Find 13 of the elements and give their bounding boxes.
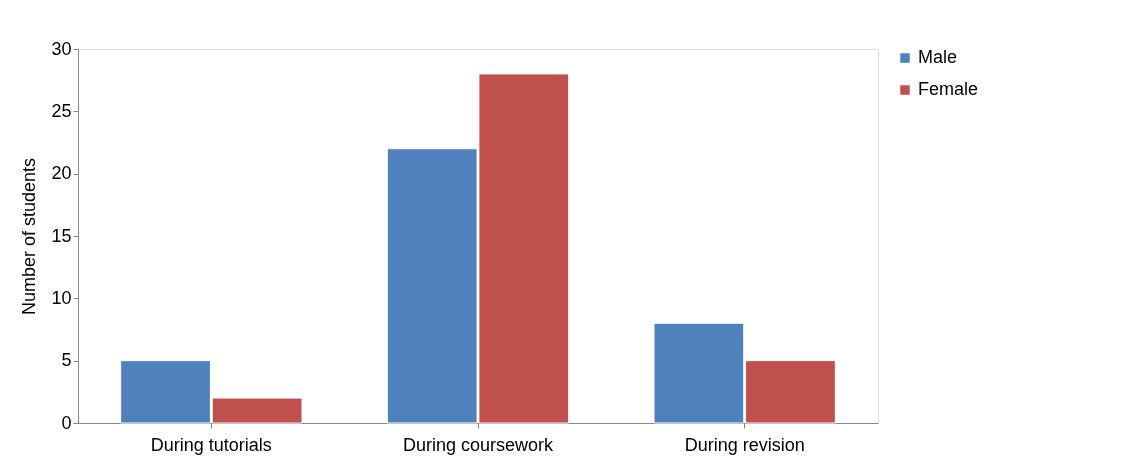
x-tick-label: During coursework (402, 434, 555, 455)
y-tick-label: 0 (61, 412, 72, 433)
y-tick-label: 20 (51, 163, 72, 184)
x-tick-label: During tutorials (150, 434, 272, 455)
legend-label: Female (918, 79, 979, 99)
legend-label: Male (918, 47, 958, 67)
y-tick-label: 5 (61, 350, 72, 371)
y-tick-label: 30 (51, 38, 72, 59)
x-tick-label: During revision (684, 434, 805, 455)
y-tick-label: 25 (51, 100, 72, 121)
y-tick-label: 15 (51, 225, 72, 246)
y-axis-title: Number of students (19, 157, 40, 316)
y-tick-label: 10 (51, 287, 72, 308)
